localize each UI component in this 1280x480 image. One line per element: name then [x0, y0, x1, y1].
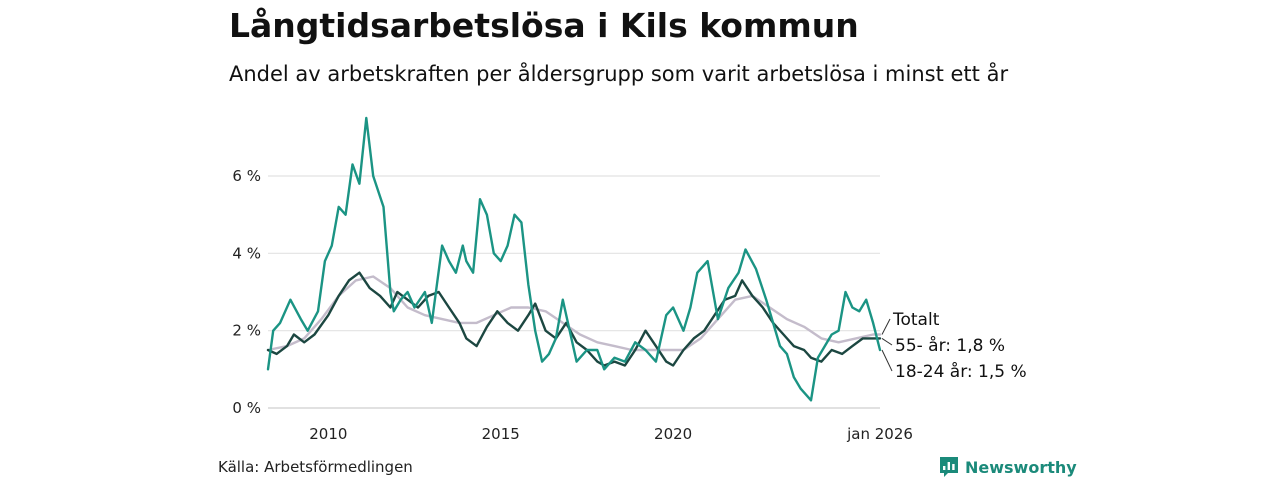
- series-end-label: 18-24 år: 1,5 %: [895, 361, 1027, 382]
- brand-logo: Newsworthy: [939, 456, 1077, 478]
- x-tick-label: 2010: [309, 425, 347, 443]
- y-tick-label: 4 %: [232, 244, 261, 262]
- newsworthy-logo-icon: [940, 457, 958, 477]
- series-leader-line: [881, 349, 893, 372]
- y-tick-label: 0 %: [232, 399, 261, 417]
- series-line: [266, 275, 882, 352]
- series-end-label: 55- år: 1,8 %: [895, 335, 1005, 356]
- x-tick-label: 2020: [654, 425, 692, 443]
- x-tick-label: 2015: [482, 425, 520, 443]
- series-line: [266, 271, 882, 367]
- source-note: Källa: Arbetsförmedlingen: [218, 458, 413, 476]
- series-leader-line: [881, 318, 891, 335]
- y-tick-label: 2 %: [232, 322, 261, 340]
- y-tick-label: 6 %: [232, 167, 261, 185]
- series-leader-line: [881, 337, 893, 346]
- x-tick-label: jan 2026: [846, 425, 913, 443]
- series-line: [266, 116, 882, 402]
- chart-title: Långtidsarbetslösa i Kils kommun: [229, 6, 859, 45]
- chart-subtitle: Andel av arbetskraften per åldersgrupp s…: [229, 62, 1009, 86]
- series-end-label: Totalt: [892, 310, 940, 330]
- brand-name: Newsworthy: [965, 457, 1077, 477]
